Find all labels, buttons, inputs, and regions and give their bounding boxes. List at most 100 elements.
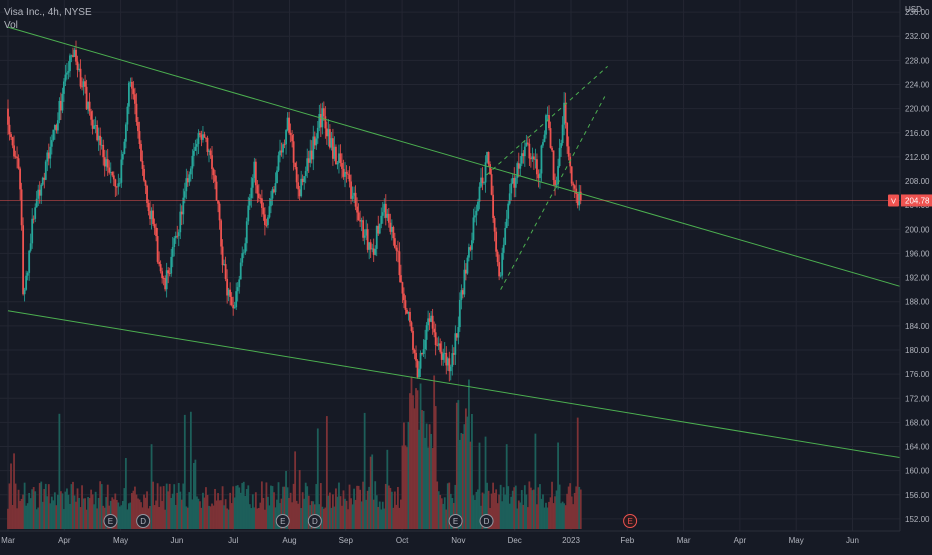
candle-body bbox=[418, 368, 420, 378]
candle-body bbox=[141, 161, 144, 169]
volume-bar bbox=[477, 489, 479, 529]
volume-bar bbox=[56, 494, 59, 529]
candle-body bbox=[179, 211, 182, 233]
volume-bar bbox=[185, 506, 188, 529]
candle-body bbox=[238, 279, 241, 288]
candle-body bbox=[205, 137, 207, 139]
volume-bar bbox=[203, 497, 206, 529]
volume-bar bbox=[134, 486, 136, 529]
time-tick-label: Nov bbox=[451, 536, 465, 545]
volume-bar bbox=[72, 481, 74, 529]
volume-bar bbox=[421, 410, 423, 529]
candle-body bbox=[257, 193, 260, 199]
volume-bar bbox=[539, 484, 541, 529]
volume-bar bbox=[32, 487, 35, 529]
candle-body bbox=[230, 296, 233, 305]
candle-body bbox=[241, 253, 244, 263]
volume-bar bbox=[223, 505, 226, 529]
candle-body bbox=[348, 174, 351, 182]
candle-body bbox=[215, 181, 218, 201]
volume-bar bbox=[14, 483, 17, 529]
volume-bar bbox=[413, 408, 416, 529]
volume-bar bbox=[25, 505, 28, 529]
candle-body bbox=[481, 177, 484, 184]
volume-bar bbox=[259, 502, 262, 529]
candle-body bbox=[455, 333, 458, 338]
volume-bar bbox=[233, 497, 236, 529]
volume-bar bbox=[117, 502, 120, 529]
candle-body bbox=[468, 247, 470, 258]
volume-bar bbox=[350, 498, 352, 529]
candle-body bbox=[200, 134, 203, 140]
candle-body bbox=[218, 203, 221, 221]
candle-body bbox=[542, 142, 544, 146]
symbol-title[interactable]: Visa Inc., 4h, NYSE bbox=[4, 7, 92, 18]
volume-bar bbox=[555, 490, 558, 529]
volume-bar bbox=[111, 497, 114, 529]
candle-body bbox=[194, 146, 197, 151]
candle-body bbox=[177, 232, 180, 237]
volume-label[interactable]: Vol bbox=[4, 20, 18, 31]
volume-bar bbox=[469, 441, 472, 529]
volume-bar bbox=[362, 481, 365, 529]
volume-bar bbox=[315, 484, 318, 529]
volume-bar bbox=[335, 488, 337, 529]
volume-bar bbox=[507, 486, 510, 529]
volume-bar bbox=[384, 483, 387, 529]
candle-body bbox=[401, 282, 404, 294]
volume-bar bbox=[336, 496, 339, 529]
candle-body bbox=[11, 137, 14, 146]
candle-body bbox=[325, 128, 328, 137]
volume-bar bbox=[519, 502, 522, 529]
candle-body bbox=[436, 345, 439, 346]
candle-body bbox=[303, 176, 306, 183]
volume-bar bbox=[463, 424, 466, 529]
last-price-symbol: V bbox=[891, 196, 896, 205]
volume-bar bbox=[70, 484, 73, 529]
volume-bar bbox=[165, 483, 168, 529]
candle-body bbox=[127, 82, 130, 107]
volume-bar bbox=[50, 496, 53, 529]
volume-bar bbox=[149, 506, 151, 529]
candle-body bbox=[492, 194, 494, 219]
volume-bar bbox=[238, 487, 241, 529]
candle-body bbox=[336, 162, 339, 165]
candle-body bbox=[484, 162, 487, 183]
price-tick-label: 224.00 bbox=[905, 80, 930, 89]
candle-body bbox=[214, 175, 216, 182]
volume-bar bbox=[127, 503, 130, 529]
candle-body bbox=[244, 243, 247, 253]
volume-bar bbox=[552, 503, 555, 529]
volume-bar bbox=[153, 505, 156, 529]
candle-body bbox=[517, 163, 520, 169]
volume-bar bbox=[526, 507, 529, 529]
candle-body bbox=[487, 151, 490, 165]
time-tick-label: Jun bbox=[170, 536, 183, 545]
candle-body bbox=[514, 177, 517, 188]
volume-bar bbox=[282, 486, 284, 529]
volume-bar bbox=[496, 503, 499, 529]
volume-bar bbox=[7, 508, 9, 529]
volume-bar bbox=[445, 509, 448, 529]
volume-bar bbox=[288, 497, 290, 529]
volume-bar bbox=[131, 493, 133, 529]
volume-bar bbox=[196, 496, 198, 529]
candle-body bbox=[360, 220, 363, 222]
volume-bar bbox=[387, 485, 390, 529]
candle-body bbox=[273, 189, 275, 193]
volume-bar bbox=[59, 491, 62, 529]
volume-bar bbox=[389, 487, 392, 529]
volume-bar bbox=[13, 453, 15, 529]
volume-bar bbox=[200, 507, 203, 529]
volume-bar bbox=[53, 492, 56, 529]
volume-bar bbox=[523, 485, 526, 529]
volume-bar bbox=[78, 497, 80, 529]
candle-body bbox=[274, 183, 277, 193]
candle-body bbox=[186, 178, 189, 183]
candle-body bbox=[431, 315, 434, 329]
volume-bar bbox=[227, 509, 230, 529]
candle-body bbox=[129, 81, 132, 83]
candle-body bbox=[282, 144, 284, 153]
